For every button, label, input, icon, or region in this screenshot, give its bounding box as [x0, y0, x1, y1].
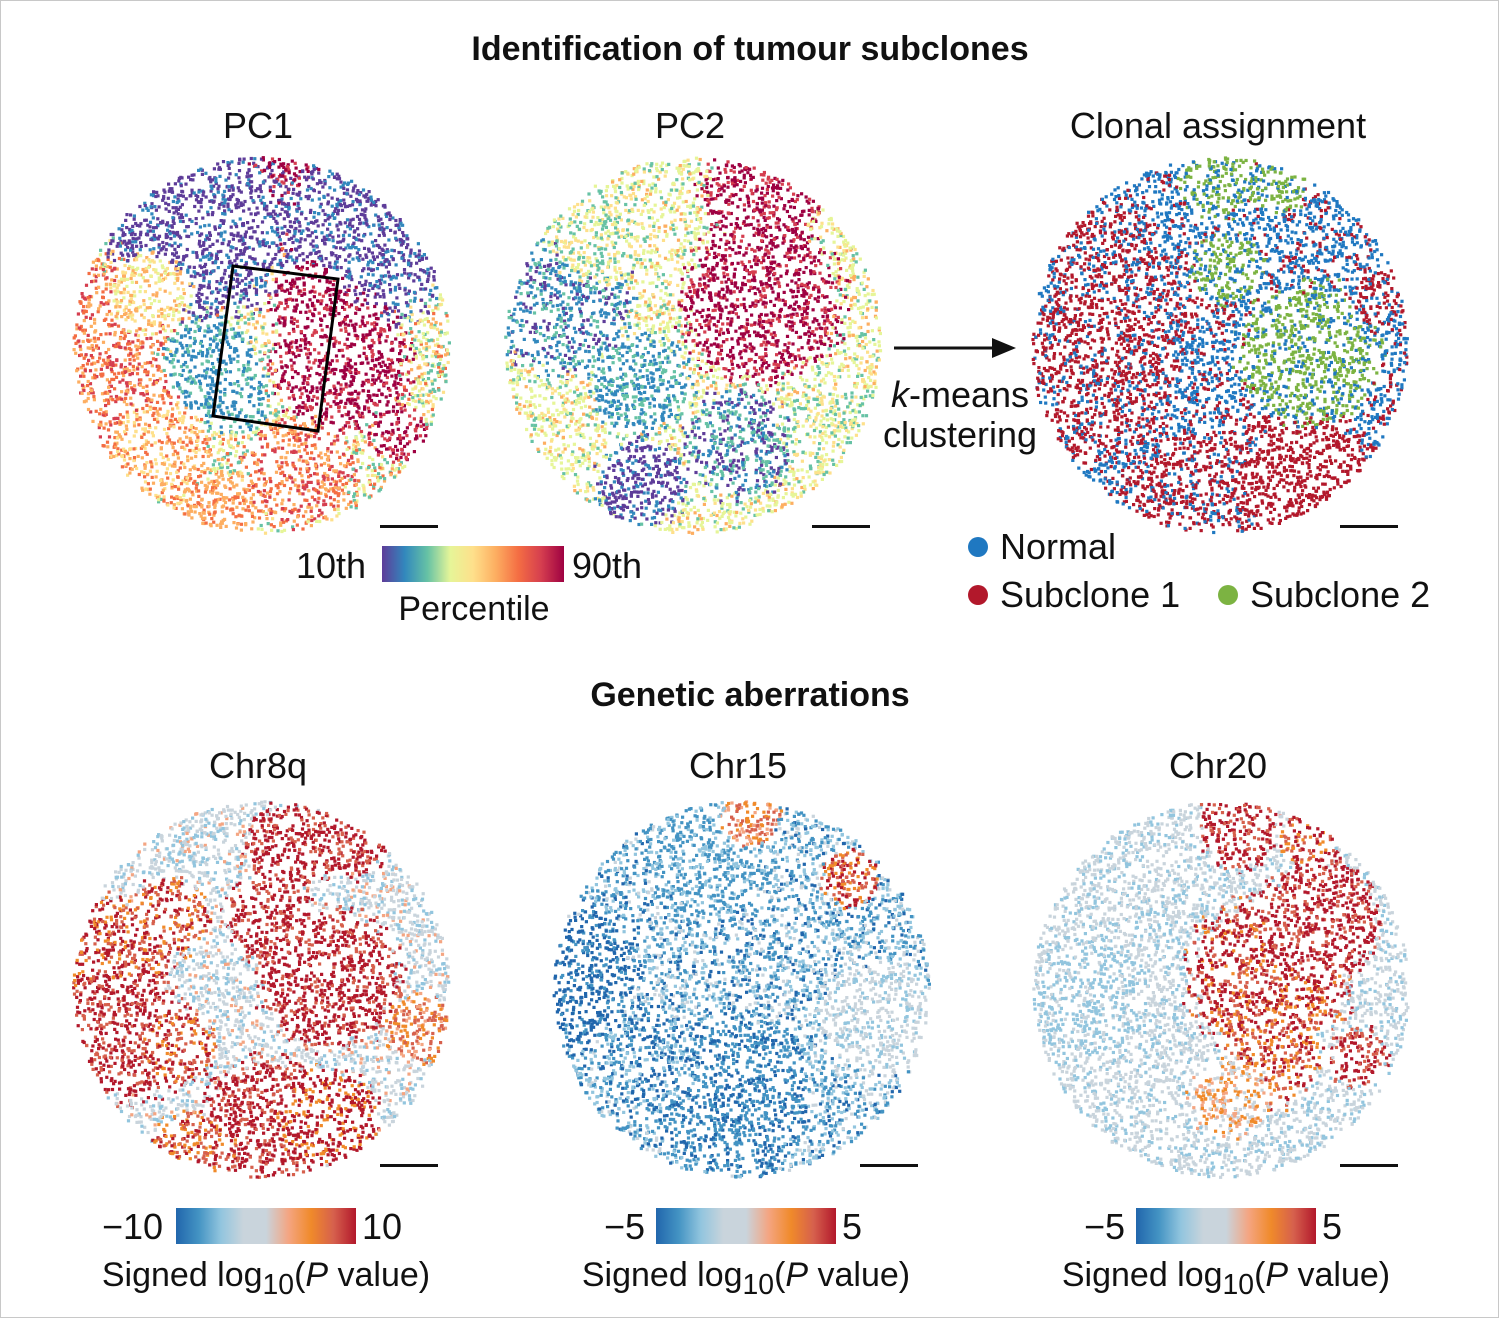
legend-normal: Normal: [968, 526, 1116, 568]
percentile-title: Percentile: [346, 590, 602, 629]
chr15-cbar-title: Signed log10(P value): [548, 1256, 944, 1302]
scale-bar: [812, 525, 870, 528]
cbar-title-paren: (: [774, 1256, 785, 1294]
legend-subclone2-dot: [1218, 585, 1238, 605]
chr15-spatial-map: [552, 800, 931, 1179]
spots: [1032, 802, 1410, 1179]
chr15-cbar-high: 5: [842, 1206, 862, 1248]
kmeans-label: k-means clustering: [860, 375, 1060, 455]
panel-title-pc1: PC1: [58, 105, 458, 147]
scale-bar: [860, 1164, 918, 1167]
cbar-title-rest: value): [1288, 1256, 1391, 1294]
clonal-assignment-map: [1031, 156, 1409, 535]
chr8q-cbar-title: Signed log10(P value): [68, 1256, 464, 1302]
cbar-title-text: Signed log: [102, 1256, 263, 1294]
section-title-bottom: Genetic aberrations: [0, 676, 1500, 715]
chr15-cbar-low: −5: [604, 1206, 645, 1248]
percentile-colorbar: [382, 546, 564, 582]
spots: [504, 156, 883, 535]
panel-title-pc2: PC2: [490, 105, 890, 147]
legend-normal-dot: [968, 537, 988, 557]
scale-bar: [380, 1164, 438, 1167]
colorbar-gradient: [176, 1208, 356, 1244]
chr20-spatial-map: [1032, 802, 1410, 1179]
cbar-title-p: P: [785, 1256, 808, 1294]
kmeans-k: k: [891, 374, 909, 415]
legend-subclone1: Subclone 1: [968, 574, 1180, 616]
scale-bar: [380, 525, 438, 528]
pc1-highlight-box: [211, 264, 340, 433]
legend-subclone1-label: Subclone 1: [1000, 574, 1180, 616]
cbar-title-paren: (: [1254, 1256, 1265, 1294]
kmeans-clustering: clustering: [860, 415, 1060, 455]
spots: [1031, 156, 1409, 535]
cbar-title-sub: 10: [1223, 1269, 1255, 1301]
chr15-colorbar: [656, 1208, 836, 1244]
cbar-title-sub: 10: [743, 1269, 775, 1301]
spots: [552, 800, 931, 1179]
panel-title-chr15: Chr15: [538, 745, 938, 787]
panel-title-chr8q: Chr8q: [58, 745, 458, 787]
spots: [72, 800, 451, 1179]
chr8q-cbar-high: 10: [362, 1206, 402, 1248]
legend-subclone2: Subclone 2: [1218, 574, 1430, 616]
chr20-cbar-high: 5: [1322, 1206, 1342, 1248]
section-title-top: Identification of tumour subclones: [0, 30, 1500, 69]
chr20-cbar-title: Signed log10(P value): [1028, 1256, 1424, 1302]
legend-normal-label: Normal: [1000, 526, 1116, 568]
chr8q-cbar-low: −10: [102, 1206, 163, 1248]
legend-subclone2-label: Subclone 2: [1250, 574, 1430, 616]
cbar-title-text: Signed log: [582, 1256, 743, 1294]
cbar-title-rest: value): [808, 1256, 911, 1294]
spots: [72, 156, 451, 535]
panel-title-chr20: Chr20: [1018, 745, 1418, 787]
panel-title-clonal: Clonal assignment: [1018, 105, 1418, 147]
kmeans-means: -means: [909, 374, 1029, 415]
chr8q-spatial-map: [72, 800, 451, 1179]
cbar-title-p: P: [305, 1256, 328, 1294]
chr20-colorbar: [1136, 1208, 1316, 1244]
cbar-title-sub: 10: [263, 1269, 295, 1301]
chr20-cbar-low: −5: [1084, 1206, 1125, 1248]
right-arrow-icon: [894, 338, 1016, 358]
colorbar-gradient: [1136, 1208, 1316, 1244]
cbar-title-paren: (: [294, 1256, 305, 1294]
cbar-title-rest: value): [328, 1256, 431, 1294]
legend-subclone1-dot: [968, 585, 988, 605]
cbar-title-p: P: [1265, 1256, 1288, 1294]
colorbar-gradient: [382, 546, 564, 582]
pc2-spatial-map: [504, 156, 883, 535]
percentile-high-label: 90th: [572, 545, 642, 587]
scale-bar: [1340, 1164, 1398, 1167]
pc1-spatial-map: [72, 156, 451, 535]
colorbar-gradient: [656, 1208, 836, 1244]
chr8q-colorbar: [176, 1208, 356, 1244]
percentile-low-label: 10th: [296, 545, 366, 587]
cbar-title-text: Signed log: [1062, 1256, 1223, 1294]
scale-bar: [1340, 525, 1398, 528]
